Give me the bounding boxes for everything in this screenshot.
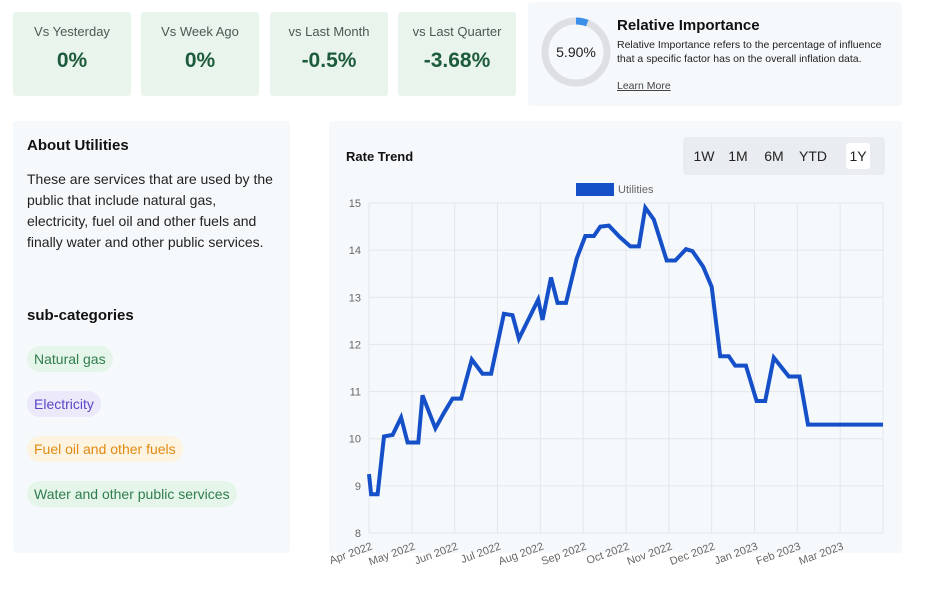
learn-more-link[interactable]: Learn More bbox=[617, 80, 671, 92]
stat-label: Vs Week Ago bbox=[161, 24, 239, 39]
importance-ring bbox=[541, 17, 611, 87]
stat-value: 0% bbox=[56, 49, 88, 72]
x-tick-label: Jan 2023 bbox=[713, 541, 760, 568]
range-1m-button[interactable]: 1M bbox=[728, 148, 748, 164]
importance-title: Relative Importance bbox=[617, 17, 760, 34]
range-1y-button[interactable]: 1Y bbox=[846, 143, 870, 169]
about-description: These are services that are used by the … bbox=[27, 171, 273, 250]
y-tick-label: 11 bbox=[350, 387, 361, 399]
x-tick-label: Oct 2022 bbox=[585, 541, 631, 568]
x-tick-label: Dec 2022 bbox=[668, 541, 716, 568]
legend-swatch bbox=[576, 183, 614, 196]
subcategories-title: sub-categories bbox=[27, 307, 134, 324]
stat-label: Vs Yesterday bbox=[34, 24, 110, 39]
stat-card-week-ago: Vs Week Ago 0% bbox=[141, 12, 259, 96]
range-6m-button[interactable]: 6M bbox=[764, 148, 784, 164]
x-tick-label: Mar 2023 bbox=[797, 541, 845, 568]
utilities-series-line bbox=[367, 202, 883, 497]
stat-value: -3.68% bbox=[423, 49, 491, 72]
y-tick-label: 9 bbox=[355, 481, 361, 493]
y-tick-label: 8 bbox=[355, 528, 361, 540]
about-title: About Utilities bbox=[27, 137, 129, 154]
stat-card-yesterday: Vs Yesterday 0% bbox=[13, 12, 131, 96]
range-selector: 1W 1M 6M YTD 1Y bbox=[683, 137, 885, 175]
x-tick-label: Jul 2022 bbox=[459, 541, 502, 567]
stat-label: vs Last Quarter bbox=[412, 24, 502, 39]
subcategory-fuel-oil[interactable]: Fuel oil and other fuels bbox=[27, 436, 183, 462]
stat-value: 0% bbox=[184, 49, 216, 72]
stat-value: -0.5% bbox=[301, 49, 357, 72]
chart-title: Rate Trend bbox=[346, 149, 414, 164]
legend-label: Utilities bbox=[618, 184, 654, 196]
about-card: About Utilities These are services that … bbox=[13, 121, 290, 553]
y-tick-label: 15 bbox=[349, 198, 361, 210]
x-tick-label: Sep 2022 bbox=[540, 541, 588, 568]
y-tick-label: 12 bbox=[349, 339, 361, 351]
importance-value: 5.90% bbox=[556, 44, 596, 60]
x-tick-label: Feb 2023 bbox=[755, 541, 803, 568]
relative-importance-card: 5.90% Relative Importance Relative Impor… bbox=[528, 2, 902, 106]
importance-description: Relative Importance refers to the percen… bbox=[617, 39, 882, 65]
importance-ring-fill bbox=[541, 17, 611, 87]
x-tick-label: Apr 2022 bbox=[329, 541, 374, 568]
y-tick-label: 14 bbox=[349, 245, 361, 257]
stat-card-last-quarter: vs Last Quarter -3.68% bbox=[398, 12, 516, 96]
stat-label: vs Last Month bbox=[288, 24, 370, 39]
stat-card-last-month: vs Last Month -0.5% bbox=[270, 12, 388, 96]
y-tick-label: 10 bbox=[349, 434, 361, 446]
x-tick-label: Aug 2022 bbox=[497, 541, 545, 568]
rate-trend-card: Rate Trend 1W 1M 6M YTD 1Y 8 9 10 11 12 13 14 1… bbox=[329, 121, 902, 568]
x-tick-label: Jun 2022 bbox=[413, 541, 460, 568]
range-ytd-button[interactable]: YTD bbox=[799, 148, 827, 164]
subcategory-electricity[interactable]: Electricity bbox=[27, 391, 101, 417]
y-tick-label: 13 bbox=[349, 292, 361, 304]
x-tick-label: Nov 2022 bbox=[626, 541, 674, 568]
range-1w-button[interactable]: 1W bbox=[693, 148, 715, 164]
subcategory-water[interactable]: Water and other public services bbox=[27, 481, 237, 507]
x-tick-label: May 2022 bbox=[367, 541, 417, 569]
subcategory-natural-gas[interactable]: Natural gas bbox=[27, 346, 113, 372]
